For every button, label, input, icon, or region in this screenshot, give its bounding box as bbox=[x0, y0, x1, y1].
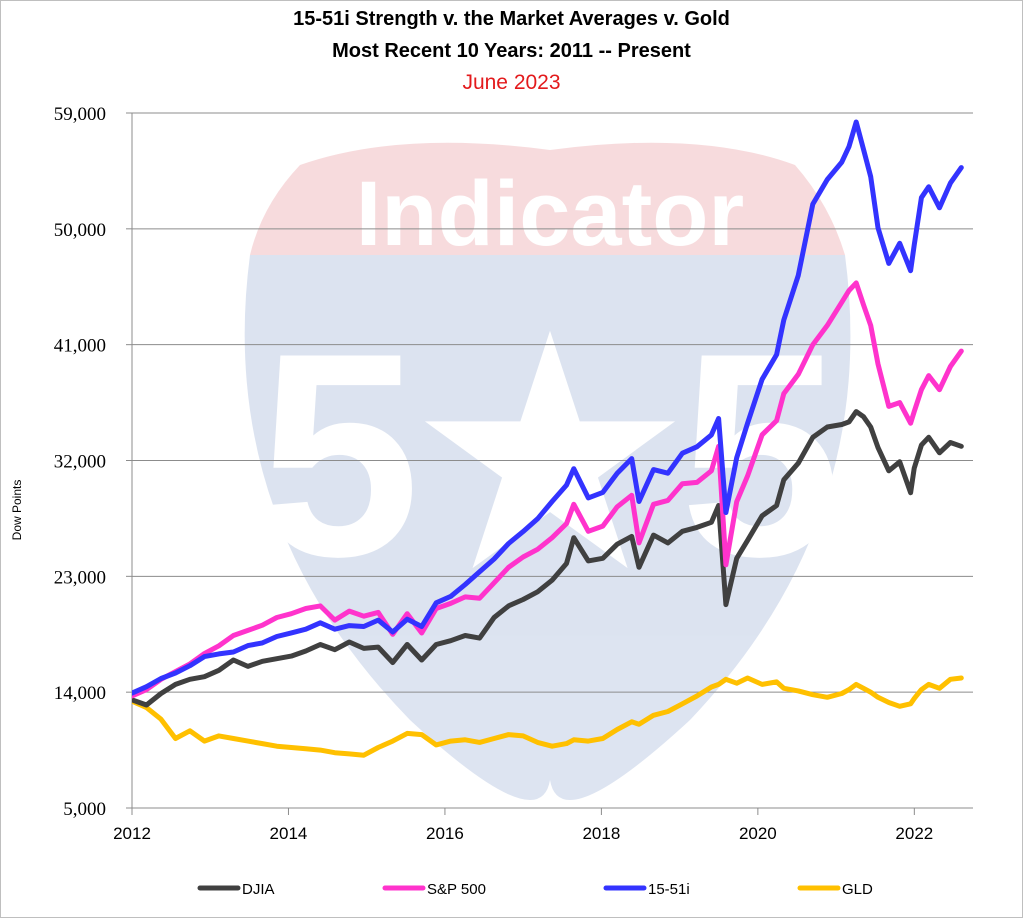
legend-label: DJIA bbox=[242, 881, 275, 898]
x-tick-label: 2022 bbox=[895, 824, 933, 843]
legend-label: GLD bbox=[842, 881, 873, 898]
y-tick-label: 59,000 bbox=[54, 104, 106, 125]
watermark-shield-red bbox=[250, 142, 845, 255]
watermark-number: 15★51 bbox=[97, 293, 1002, 617]
series-line-15-51i bbox=[132, 119, 964, 696]
watermark-word: Indicator bbox=[356, 163, 744, 265]
chart-title: 15-51i Strength v. the Market Averages v… bbox=[293, 8, 730, 30]
series-line-gld bbox=[132, 675, 964, 758]
series-lines bbox=[132, 119, 964, 758]
axes: 5,000 14,000 23,000 32,000 41,000 50,000 59,00… bbox=[10, 104, 973, 843]
legend: DJIA S&P 500 15-51i GLD bbox=[197, 881, 873, 898]
legend-label: 15-51i bbox=[648, 881, 690, 898]
indicator-15-51-watermark: Indicator 15★51 bbox=[97, 142, 1003, 800]
y-axis-label: Dow Points bbox=[10, 480, 24, 541]
chart-subtitle: Most Recent 10 Years: 2011 -- Present bbox=[332, 40, 691, 62]
x-tick-label: 2016 bbox=[426, 824, 464, 843]
y-tick-label: 41,000 bbox=[54, 336, 106, 357]
watermark-shield-blue bbox=[244, 255, 851, 800]
x-tick-label: 2014 bbox=[270, 824, 308, 843]
y-tick-label: 23,000 bbox=[54, 567, 106, 588]
x-tick-label: 2012 bbox=[113, 824, 151, 843]
y-tick-label: 32,000 bbox=[54, 452, 106, 473]
series-line-s-p-500 bbox=[132, 280, 964, 699]
y-tick-label: 5,000 bbox=[63, 799, 106, 820]
legend-label: S&P 500 bbox=[427, 881, 486, 898]
y-tick-label: 50,000 bbox=[54, 220, 106, 241]
chart-date-label: June 2023 bbox=[462, 71, 561, 94]
x-tick-label: 2018 bbox=[582, 824, 620, 843]
y-tick-label: 14,000 bbox=[54, 683, 106, 704]
series-line-djia bbox=[132, 409, 964, 708]
x-tick-label: 2020 bbox=[739, 824, 777, 843]
